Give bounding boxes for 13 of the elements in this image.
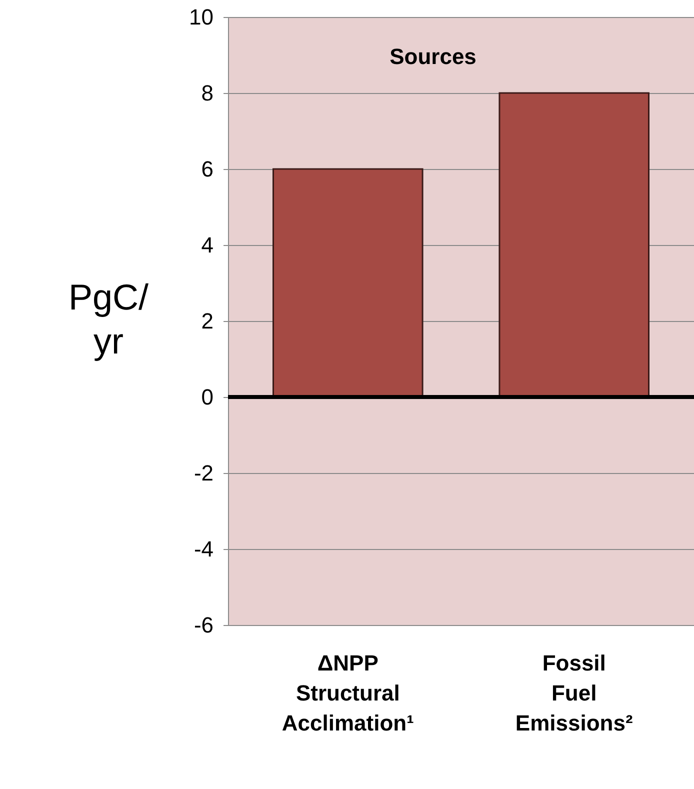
y-tick-label: 0 <box>201 384 214 410</box>
y-tick-label: 6 <box>201 156 214 182</box>
y-tick-label: -6 <box>194 612 214 638</box>
y-tick-label: 4 <box>201 232 214 258</box>
y-tick-label: 2 <box>201 308 214 334</box>
x-tick-label: ΔNPP Structural Acclimation¹ <box>282 650 414 736</box>
y-axis-title: PgC/ yr <box>68 276 149 362</box>
x-tick-label: Fossil Fuel Emissions² <box>515 650 633 736</box>
y-tick-label: -2 <box>194 460 214 486</box>
y-tick-label: 8 <box>201 80 214 106</box>
y-tick-label: 10 <box>189 4 214 30</box>
annotation: Sources <box>390 44 476 69</box>
y-tick-label: -4 <box>194 536 214 562</box>
